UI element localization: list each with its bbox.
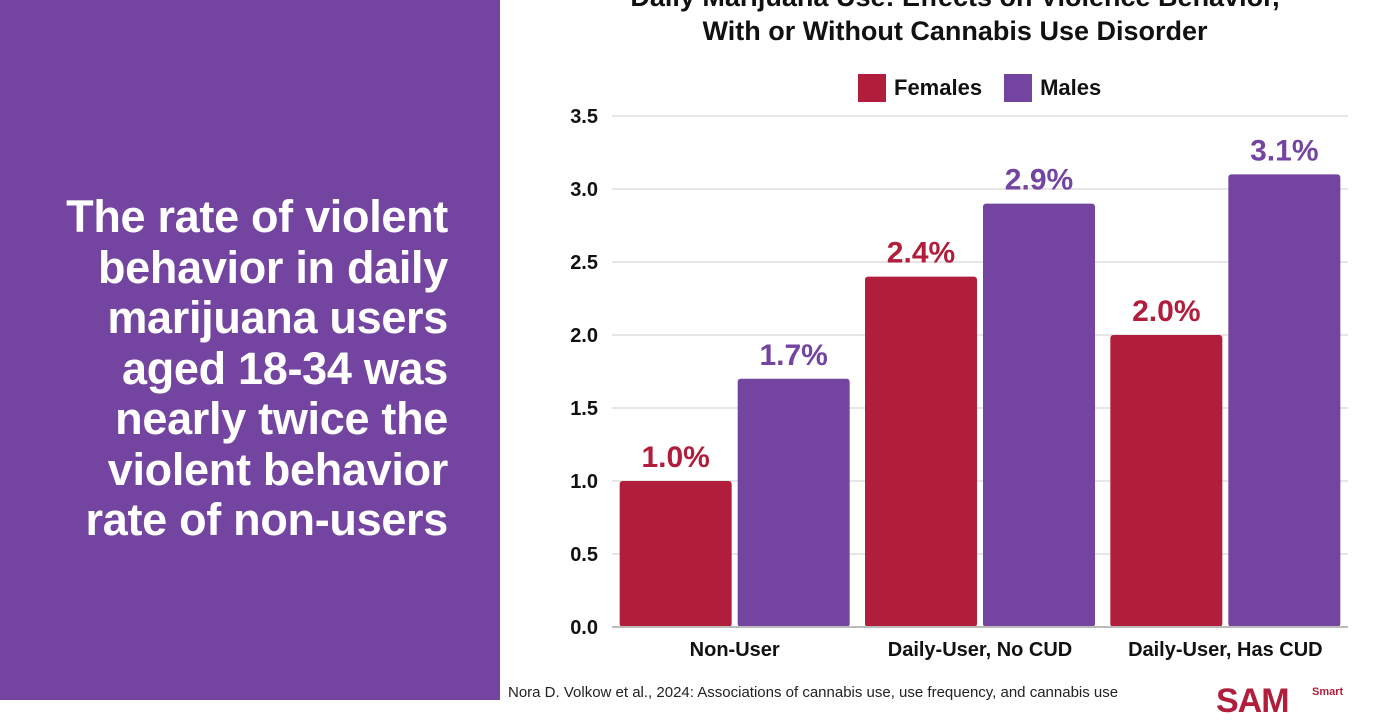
bar-males: [983, 203, 1095, 627]
left-panel: The rate of violent behavior in daily ma…: [0, 0, 500, 700]
y-tick-label: 1.5: [570, 398, 598, 420]
y-tick-label: 0.5: [570, 544, 598, 566]
chart-title-line-1: Daily Marijuana Use: Effects on Violence…: [500, 0, 1400, 14]
bar-females: [1110, 335, 1223, 627]
legend-swatch-females: [858, 74, 886, 102]
bar-females: [865, 276, 977, 627]
legend-label-males: Males: [1040, 75, 1102, 100]
source-citation: Nora D. Volkow et al., 2024: Association…: [508, 684, 1119, 701]
sam-logo-tag: Smart: [1312, 686, 1344, 698]
y-tick-label: 0.0: [570, 617, 598, 639]
bar-males: [1228, 174, 1341, 627]
legend-item-females: Females: [858, 74, 982, 102]
x-tick-label: Daily-User, No CUD: [888, 639, 1073, 661]
legend-item-males: Males: [1004, 74, 1101, 102]
legend-swatch-males: [1004, 74, 1033, 102]
headline: The rate of violent behavior in daily ma…: [66, 191, 448, 545]
data-label-males: 2.9%: [1005, 164, 1073, 197]
data-label-females: 2.0%: [1132, 295, 1200, 328]
x-tick-label: Non-User: [690, 639, 780, 661]
y-tick-label: 2.0: [570, 325, 598, 347]
x-tick-label: Daily-User, Has CUD: [1128, 639, 1323, 661]
sam-logo: SAM: [1216, 682, 1290, 720]
data-label-females: 2.4%: [887, 237, 955, 270]
chart-title-line-2: With or Without Cannabis Use Disorder: [702, 16, 1208, 46]
bar-chart: 0.0 0.5 1.0 1.5 2.0 2.5 3.0 3.5 1.0% 1.7% Non-User…: [570, 106, 1348, 661]
y-tick-label: 1.0: [570, 471, 598, 493]
data-label-females: 1.0%: [641, 441, 709, 474]
y-tick-label: 2.5: [570, 252, 598, 274]
bar-males: [737, 378, 850, 627]
bar-females: [619, 481, 732, 627]
data-label-males: 1.7%: [759, 339, 827, 372]
data-label-males: 3.1%: [1250, 134, 1318, 167]
chart-legend: Females Males: [858, 74, 1123, 102]
y-tick-label: 3.5: [570, 106, 598, 128]
y-tick-label: 3.0: [570, 179, 598, 201]
chart-title: Daily Marijuana Use: Effects on Violence…: [500, 0, 1400, 48]
legend-label-females: Females: [894, 75, 983, 100]
